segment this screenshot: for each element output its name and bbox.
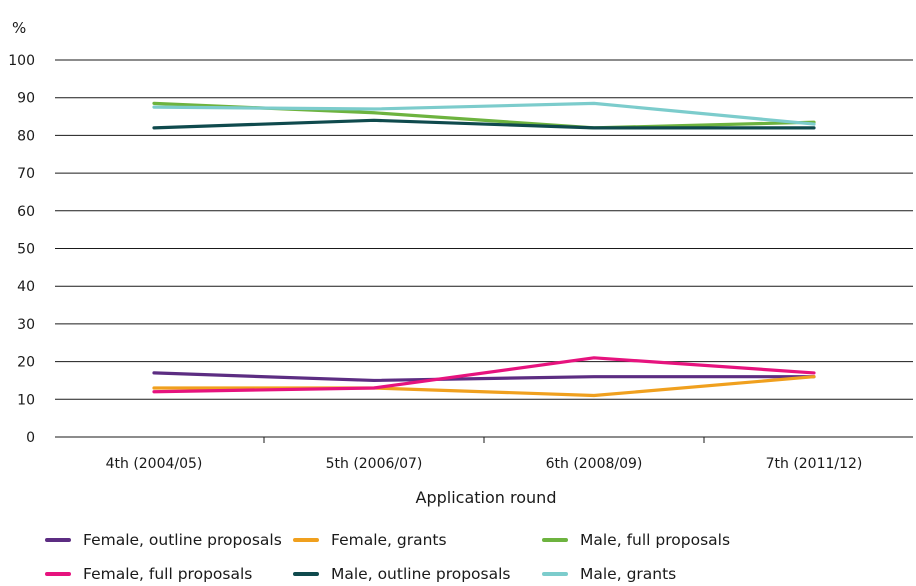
y-tick-label: 50 (17, 242, 35, 258)
series-line-4 (152, 118, 816, 130)
y-tick-label: 60 (17, 204, 35, 220)
y-tick-labels: 0 10 20 30 40 50 60 70 80 90 100 (8, 53, 35, 446)
series-lines (152, 101, 816, 398)
y-tick-label: 90 (17, 91, 35, 107)
x-tick-label: 4th (2004/05) (106, 456, 203, 472)
x-axis-title: Application round (416, 488, 557, 507)
x-tick-labels: 4th (2004/05) 5th (2006/07) 6th (2008/09) 7… (106, 456, 863, 472)
x-tick-label: 6th (2008/09) (546, 456, 643, 472)
y-tick-label: 20 (17, 355, 35, 371)
gridlines (55, 59, 913, 438)
y-tick-label: 80 (17, 128, 35, 144)
series-line-5 (152, 101, 816, 126)
y-tick-label: 40 (17, 279, 35, 295)
series-line-1 (152, 375, 816, 398)
y-unit-label: % (12, 19, 26, 37)
y-tick-label: 0 (26, 430, 35, 446)
y-tick-label: 100 (8, 53, 35, 69)
x-axis (263, 437, 705, 443)
y-tick-label: 10 (17, 392, 35, 408)
series-line-0 (152, 371, 816, 383)
y-tick-label: 30 (17, 317, 35, 333)
x-tick-label: 7th (2011/12) (766, 456, 863, 472)
series-line-3 (152, 356, 816, 394)
x-tick-label: 5th (2006/07) (326, 456, 423, 472)
y-tick-label: 70 (17, 166, 35, 182)
